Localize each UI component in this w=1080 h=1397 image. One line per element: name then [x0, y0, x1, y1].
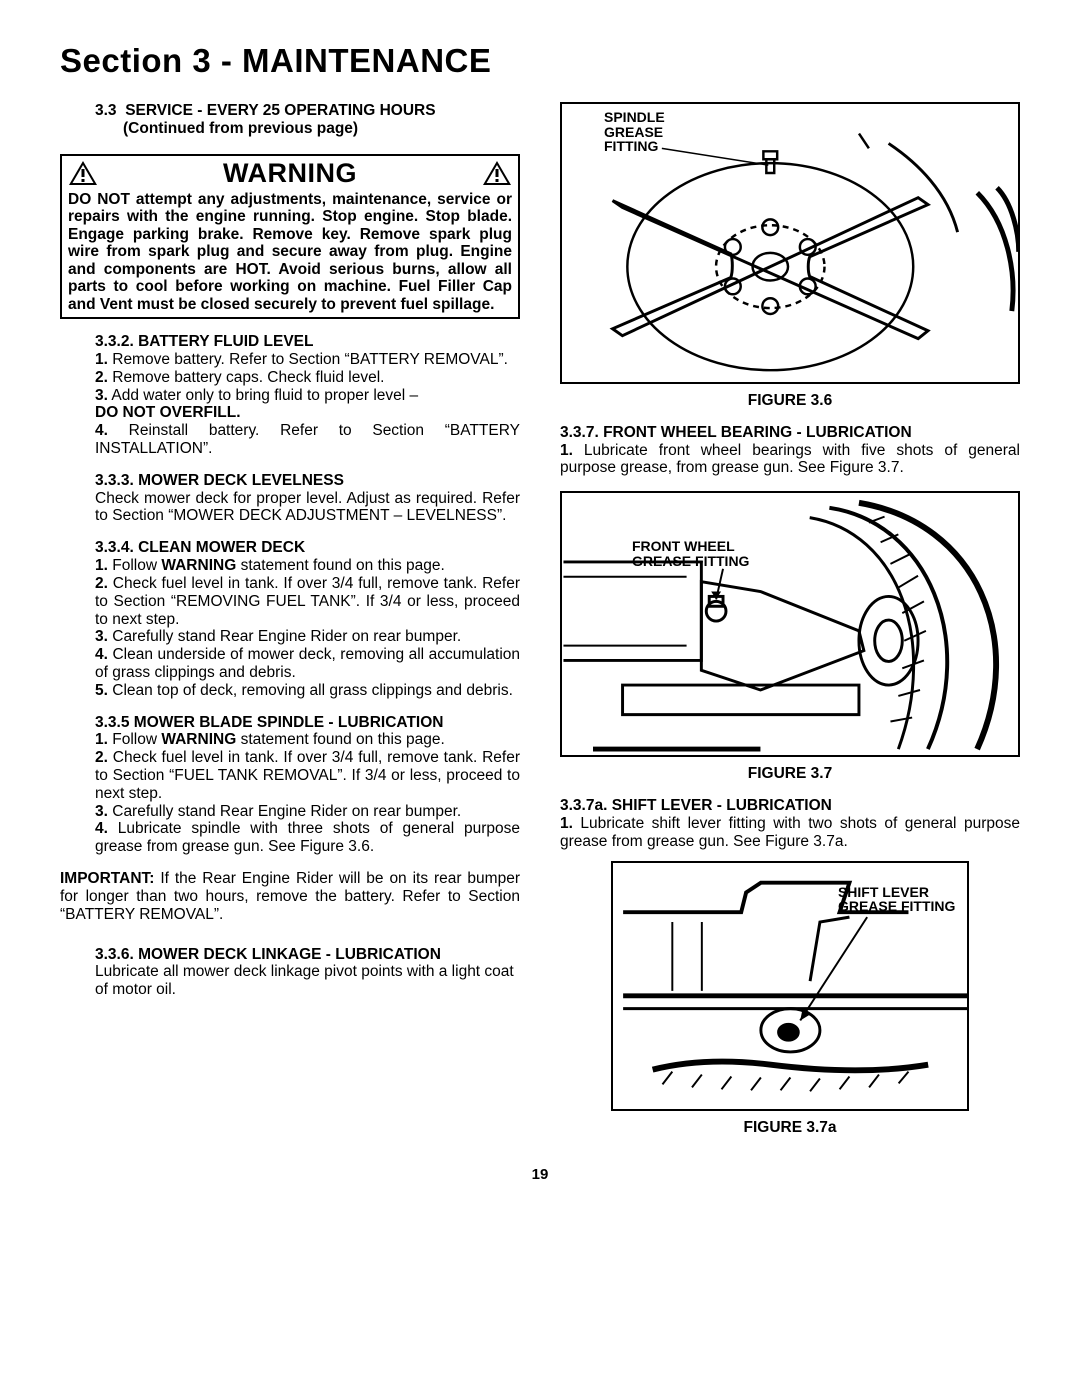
fig37a-caption: FIGURE 3.7a: [560, 1119, 1020, 1137]
s334-l4b: Clean underside of mower deck, removing …: [95, 646, 520, 681]
s337-l1b: Lubricate front wheel bearings with five…: [560, 442, 1020, 477]
section-3-3-header: 3.3 SERVICE - EVERY 25 OPERATING HOURS (…: [95, 102, 520, 138]
s334-l2a: 2.: [95, 575, 108, 592]
header-cont: (Continued from previous page): [123, 120, 358, 137]
figure-3-7: FRONT WHEEL GREASE FITTING: [560, 491, 1020, 757]
section-3-3-7a: 3.3.7a. SHIFT LEVER - LUBRICATION 1. Lub…: [560, 797, 1020, 850]
s335-l4a: 4.: [95, 820, 108, 837]
s334-l5a: 5.: [95, 682, 108, 699]
fig36-l3: FITTING: [604, 138, 658, 154]
s332-l3b: Add water only to bring fluid to proper …: [108, 387, 418, 404]
s336-title: 3.3.6. MOWER DECK LINKAGE - LUBRICATION: [95, 946, 520, 964]
fig37-l1: FRONT WHEEL: [632, 538, 735, 554]
s337-l1a: 1.: [560, 442, 573, 459]
s334-l3a: 3.: [95, 628, 108, 645]
s335-title: 3.3.5 MOWER BLADE SPINDLE - LUBRICATION: [95, 714, 520, 732]
s335-l2a: 2.: [95, 749, 108, 766]
fig36-l2: GREASE: [604, 124, 663, 140]
figure-3-6: SPINDLE GREASE FITTING: [560, 102, 1020, 384]
s335-l3b: Carefully stand Rear Engine Rider on rea…: [108, 803, 461, 820]
s334-l1a: 1.: [95, 557, 108, 574]
warning-box: WARNING DO NOT attempt any adjustments, …: [60, 154, 520, 320]
section-3-3-3: 3.3.3. MOWER DECK LEVELNESS Check mower …: [95, 472, 520, 525]
s334-title: 3.3.4. CLEAN MOWER DECK: [95, 539, 520, 557]
s333-body: Check mower deck for proper level. Adjus…: [95, 490, 520, 526]
s332-l4b: Reinstall battery. Refer to Section “BAT…: [95, 422, 520, 457]
s332-title: 3.3.2. BATTERY FLUID LEVEL: [95, 333, 520, 351]
s332-l3c: DO NOT OVERFILL.: [95, 404, 241, 421]
s335-l3a: 3.: [95, 803, 108, 820]
page-title: Section 3 - MAINTENANCE: [60, 42, 1020, 80]
fig37-l2: GREASE FITTING: [632, 553, 749, 569]
s334-l1d: statement found on this page.: [236, 557, 445, 574]
s335-l1b: Follow: [108, 731, 161, 748]
s334-l5b: Clean top of deck, removing all grass cl…: [108, 682, 513, 699]
s332-l2a: 2.: [95, 369, 108, 386]
s335-l2b: Check fuel level in tank. If over 3/4 fu…: [95, 749, 520, 802]
warning-triangle-right-icon: [482, 160, 512, 186]
header-num: 3.3: [95, 102, 117, 119]
left-column: 3.3 SERVICE - EVERY 25 OPERATING HOURS (…: [60, 102, 520, 1136]
warning-triangle-left-icon: [68, 160, 98, 186]
important-note: IMPORTANT: If the Rear Engine Rider will…: [60, 870, 520, 923]
section-3-3-2: 3.3.2. BATTERY FLUID LEVEL 1. Remove bat…: [95, 333, 520, 458]
s337a-title: 3.3.7a. SHIFT LEVER - LUBRICATION: [560, 797, 1020, 815]
s332-l1a: 1.: [95, 351, 108, 368]
fig37a-l2: GREASE FITTING: [838, 898, 955, 914]
fig37a-label: SHIFT LEVER GREASE FITTING: [838, 885, 955, 914]
s334-l1c: WARNING: [161, 557, 236, 574]
warning-body: DO NOT attempt any adjustments, maintena…: [68, 191, 512, 314]
s335-l1a: 1.: [95, 731, 108, 748]
s337a-l1a: 1.: [560, 815, 573, 832]
page-number: 19: [60, 1166, 1020, 1183]
important-label: IMPORTANT:: [60, 870, 154, 887]
section-3-3-5: 3.3.5 MOWER BLADE SPINDLE - LUBRICATION …: [95, 714, 520, 857]
fig36-caption: FIGURE 3.6: [560, 392, 1020, 410]
fig36-label: SPINDLE GREASE FITTING: [604, 110, 665, 154]
header-text: SERVICE - EVERY 25 OPERATING HOURS: [125, 102, 435, 119]
s332-l3a: 3.: [95, 387, 108, 404]
s334-l1b: Follow: [108, 557, 161, 574]
section-3-3-4: 3.3.4. CLEAN MOWER DECK 1. Follow WARNIN…: [95, 539, 520, 699]
s336-body: Lubricate all mower deck linkage pivot p…: [95, 963, 520, 999]
s333-title: 3.3.3. MOWER DECK LEVELNESS: [95, 472, 520, 490]
s335-l1d: statement found on this page.: [236, 731, 445, 748]
s335-l1c: WARNING: [161, 731, 236, 748]
section-3-3-7: 3.3.7. FRONT WHEEL BEARING - LUBRICATION…: [560, 424, 1020, 477]
s337-title: 3.3.7. FRONT WHEEL BEARING - LUBRICATION: [560, 424, 1020, 442]
s337a-l1b: Lubricate shift lever fitting with two s…: [560, 815, 1020, 850]
s335-l4b: Lubricate spindle with three shots of ge…: [95, 820, 520, 855]
right-column: SPINDLE GREASE FITTING: [560, 102, 1020, 1136]
fig37-label: FRONT WHEEL GREASE FITTING: [632, 539, 749, 568]
s332-l4a: 4.: [95, 422, 108, 439]
fig37-diagram: [562, 493, 1018, 755]
s332-l1b: Remove battery. Refer to Section “BATTER…: [108, 351, 508, 368]
fig37a-l1: SHIFT LEVER: [838, 884, 929, 900]
warning-title: WARNING: [223, 158, 357, 189]
figure-3-7a: SHIFT LEVER GREASE FITTING: [611, 861, 970, 1111]
section-3-3-6: 3.3.6. MOWER DECK LINKAGE - LUBRICATION …: [95, 946, 520, 999]
s334-l4a: 4.: [95, 646, 108, 663]
fig37-caption: FIGURE 3.7: [560, 765, 1020, 783]
fig36-l1: SPINDLE: [604, 109, 665, 125]
warning-header: WARNING: [68, 158, 512, 189]
s332-l2b: Remove battery caps. Check fluid level.: [108, 369, 385, 386]
s334-l3b: Carefully stand Rear Engine Rider on rea…: [108, 628, 461, 645]
s334-l2b: Check fuel level in tank. If over 3/4 fu…: [95, 575, 520, 628]
